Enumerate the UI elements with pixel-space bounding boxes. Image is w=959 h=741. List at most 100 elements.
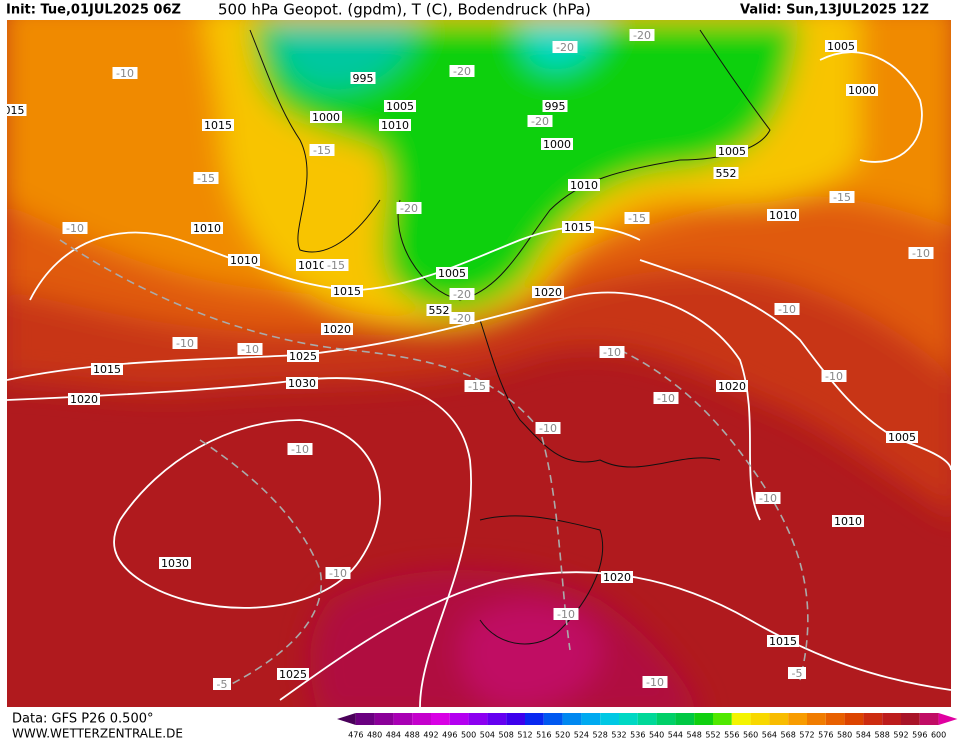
temperature-label: -15: [313, 144, 331, 157]
scale-swatch: [637, 713, 657, 725]
isobar-label: 552: [716, 167, 737, 180]
temperature-label: -15: [628, 212, 646, 225]
isobar-label: 1010: [834, 515, 862, 528]
header-bar: [0, 0, 959, 20]
scale-swatch: [412, 713, 431, 725]
temperature-label: -15: [468, 380, 486, 393]
scale-label: 540: [649, 731, 664, 740]
temperature-label-box: [323, 259, 349, 271]
isobar-label-box: [191, 222, 223, 234]
isobar-label-box: [767, 635, 799, 647]
isobar-label-box: [825, 40, 857, 52]
isobar-label-box: [713, 167, 739, 179]
temperature-label: -10: [657, 392, 675, 405]
scale-label: 512: [517, 731, 532, 740]
isobar-label: 1005: [888, 431, 916, 444]
isobar-label: 1010: [230, 254, 258, 267]
temperature-label: -20: [556, 41, 574, 54]
scale-label: 544: [668, 731, 683, 740]
isobar-label: 1015: [333, 285, 361, 298]
map-field: 1005 1000 995 1005 1000 1010 1015 995 1000 1005 55…: [7, 20, 951, 707]
temperature-label: -10: [759, 492, 777, 505]
temperature-label: -10: [557, 608, 575, 621]
temperature-label-box: [829, 191, 855, 203]
scale-label: 536: [630, 731, 645, 740]
isobar-label-box: [310, 111, 342, 123]
temperature-label-box: [642, 676, 668, 688]
isobar-label: 1025: [279, 668, 307, 681]
scale-arrow: [337, 713, 356, 725]
temperature-label-box: [287, 443, 313, 455]
scale-swatch: [825, 713, 845, 725]
temperature-label-box: [755, 492, 781, 504]
scale-swatch: [863, 713, 883, 725]
isobar-label: 1000: [543, 138, 571, 151]
scale-label: 556: [724, 731, 739, 740]
temperature-label: -10: [825, 370, 843, 383]
temperature-label-box: [172, 337, 198, 349]
scale-label: 520: [555, 731, 570, 740]
scale-swatch: [374, 713, 394, 725]
isobar-label-box: [767, 209, 799, 221]
scale-swatch: [355, 713, 375, 725]
isobar-label: 1005: [827, 40, 855, 53]
isobar-label-box: [331, 285, 363, 297]
temperature-label: -15: [197, 172, 215, 185]
scale-label: 516: [536, 731, 551, 740]
scale-label: 504: [480, 731, 495, 740]
scale-label: 576: [818, 731, 833, 740]
temperature-label: -20: [453, 312, 471, 325]
scale-label: 592: [893, 731, 908, 740]
isobar-label-box: [296, 259, 328, 271]
temperature-label-box: [237, 343, 263, 355]
scale-swatch: [468, 713, 488, 725]
scale-swatch: [562, 713, 582, 725]
temperature-label-box: [449, 312, 475, 324]
scale-swatch: [581, 713, 601, 725]
scale-label: 500: [461, 731, 476, 740]
scale-label: 600: [931, 731, 946, 740]
scale-swatch: [919, 713, 939, 725]
scale-label: 532: [611, 731, 626, 740]
isobar-label-box: [716, 145, 748, 157]
scale-swatch: [525, 713, 544, 725]
init-time: Init: Tue,01JUL2025 06Z: [6, 3, 181, 18]
scale-label: 524: [574, 731, 589, 740]
isobar-label: 1000: [312, 111, 340, 124]
isobar-label-box: [7, 104, 27, 116]
temperature-label-box: [112, 67, 138, 79]
scale-swatch: [675, 713, 695, 725]
scale-label: 552: [705, 731, 720, 740]
isobar-label: 1010: [769, 209, 797, 222]
isobar-label-box: [426, 304, 452, 316]
isobar-label-box: [228, 254, 260, 266]
temperature-label-box: [325, 567, 351, 579]
temperature-label-box: [449, 288, 475, 300]
temperature-label: -20: [633, 29, 651, 42]
isobar-label-box: [91, 363, 123, 375]
temperature-label: -15: [833, 191, 851, 204]
color-scale: 476 480 484 488 492 496 500 504 508 512 516 520 524 5…: [337, 713, 958, 740]
isobar-label-box: [562, 221, 594, 233]
temperature-label: -10: [912, 247, 930, 260]
isobar-label-box: [436, 267, 468, 279]
isobar-label: 1020: [718, 380, 746, 393]
isobar-label: 1020: [323, 323, 351, 336]
isobar-label-box: [287, 350, 319, 362]
temperature-label-box: [464, 380, 490, 392]
temperature-label-box: [396, 202, 422, 214]
data-source: Data: GFS P26 0.500°: [12, 712, 154, 727]
isobar-label: 1015: [769, 635, 797, 648]
scale-label: 488: [405, 731, 420, 740]
temperature-label: -10: [241, 343, 259, 356]
scale-label: 580: [837, 731, 852, 740]
isobar-label-box: [321, 323, 353, 335]
scale-label: 560: [743, 731, 758, 740]
temperature-label-box: [624, 212, 650, 224]
temperature-label: -20: [400, 202, 418, 215]
temperature-label: -10: [116, 67, 134, 80]
scale-label: 528: [593, 731, 608, 740]
temperature-label: -10: [646, 676, 664, 689]
temperature-label: -5: [792, 667, 803, 680]
scale-swatch: [713, 713, 732, 725]
